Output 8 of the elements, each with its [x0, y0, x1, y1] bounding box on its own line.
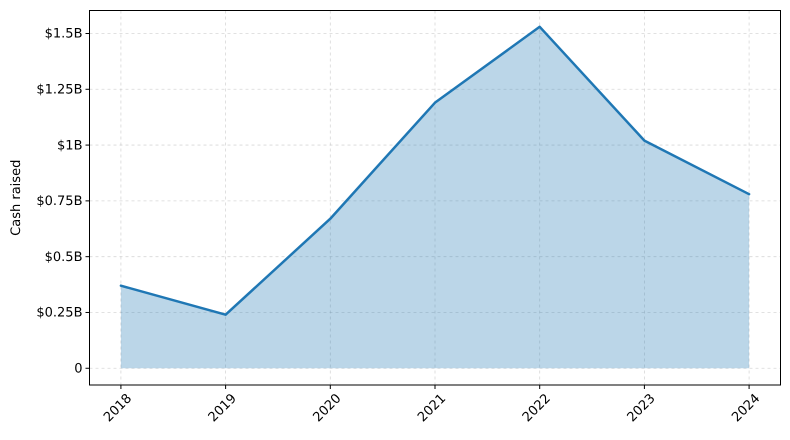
y-tick-label: $0.5B	[44, 250, 82, 265]
y-tick-label: $1B	[57, 138, 82, 154]
y-axis-title: Cash raised	[9, 160, 24, 236]
y-tick-label: $0.25B	[36, 306, 82, 321]
y-tick-label: 0	[74, 361, 82, 376]
y-tick-label: $1.5B	[44, 26, 82, 42]
y-tick-label: $0.75B	[36, 194, 82, 210]
y-tick-label: $1.25B	[36, 82, 82, 98]
